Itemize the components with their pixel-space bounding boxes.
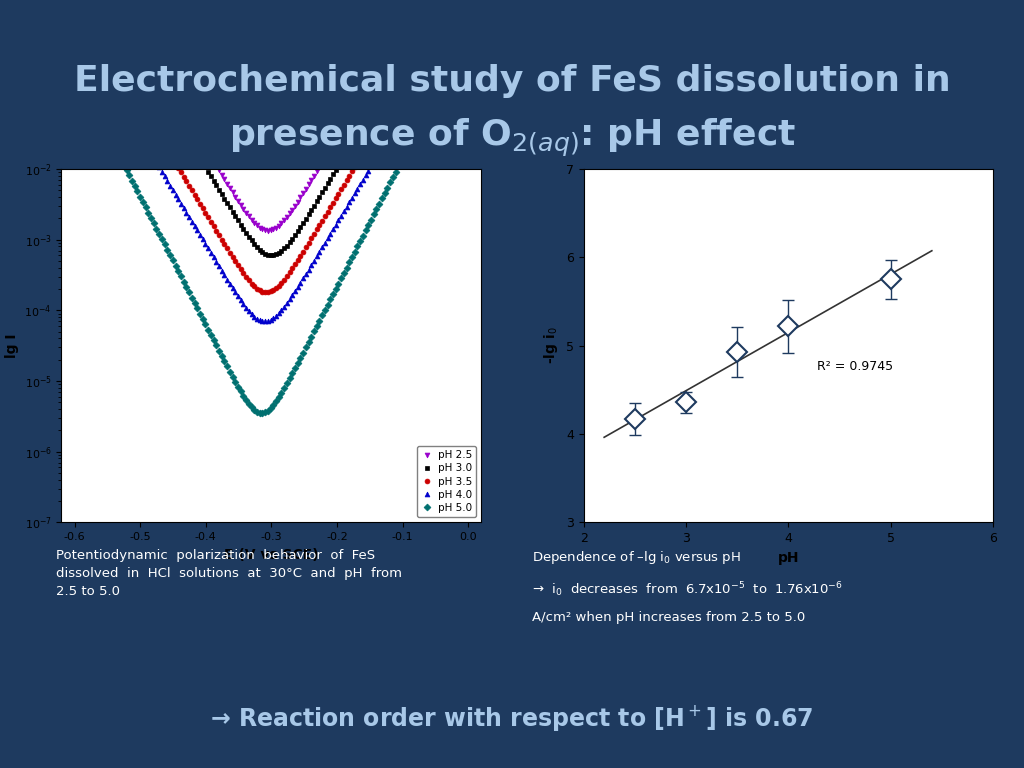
pH 2.5 xyxy=(183,117,196,126)
pH 3.5 xyxy=(343,171,355,180)
pH 4.0 xyxy=(197,235,209,244)
Line: pH 5.0: pH 5.0 xyxy=(99,120,422,415)
Line: pH 3.5: pH 3.5 xyxy=(148,119,384,295)
pH 5.0 xyxy=(161,245,173,254)
pH 3.5 xyxy=(151,127,163,137)
pH 3.0 xyxy=(197,158,209,167)
pH 5.0 xyxy=(343,257,355,266)
pH 3.5 xyxy=(145,118,158,127)
pH 2.5 xyxy=(267,225,280,234)
pH 2.5 xyxy=(300,184,312,194)
Line: pH 3.0: pH 3.0 xyxy=(176,118,368,258)
pH 3.0 xyxy=(333,161,345,170)
pH 3.5 xyxy=(256,287,268,296)
pH 5.0 xyxy=(348,247,360,257)
pH 4.0 xyxy=(392,117,404,126)
pH 5.0 xyxy=(205,330,217,339)
pH 3.0 xyxy=(278,244,290,253)
pH 5.0 xyxy=(131,187,143,196)
pH 3.5 xyxy=(376,117,388,126)
Line: pH 2.5: pH 2.5 xyxy=(186,118,349,233)
pH 4.0 xyxy=(262,316,274,326)
pH 3.5 xyxy=(169,159,181,168)
pH 3.0 xyxy=(359,116,372,125)
pH 2.5 xyxy=(340,118,352,127)
pH 4.0 xyxy=(270,311,283,320)
Y-axis label: lg I: lg I xyxy=(5,333,18,358)
pH 4.0 xyxy=(126,118,138,127)
Text: Electrochemical study of FeS dissolution in: Electrochemical study of FeS dissolution… xyxy=(74,64,950,98)
pH 3.0 xyxy=(172,118,184,127)
pH 2.5 xyxy=(188,125,201,134)
pH 3.0 xyxy=(229,211,242,220)
pH 3.0 xyxy=(335,156,347,165)
pH 3.0 xyxy=(264,250,276,260)
Line: pH 4.0: pH 4.0 xyxy=(130,119,400,323)
Text: A/cm² when pH increases from 2.5 to 5.0: A/cm² when pH increases from 2.5 to 5.0 xyxy=(532,611,806,624)
Text: Potentiodynamic  polarization  behavior  of  FeS
dissolved  in  HCl  solutions  : Potentiodynamic polarization behavior of… xyxy=(56,549,402,598)
pH 5.0 xyxy=(318,306,331,315)
pH 5.0 xyxy=(96,118,109,127)
pH 3.0 xyxy=(215,190,227,199)
Text: Dependence of –lg i$_0$ versus pH: Dependence of –lg i$_0$ versus pH xyxy=(532,549,741,566)
pH 2.5 xyxy=(200,144,212,153)
Y-axis label: -lg i$_0$: -lg i$_0$ xyxy=(543,326,560,365)
pH 4.0 xyxy=(188,221,201,230)
pH 4.0 xyxy=(338,207,350,216)
pH 4.0 xyxy=(259,316,271,326)
pH 4.0 xyxy=(208,253,220,262)
pH 3.5 xyxy=(156,136,168,145)
Text: presence of O$_{2(aq)}$: pH effect: presence of O$_{2(aq)}$: pH effect xyxy=(228,118,796,159)
pH 3.5 xyxy=(259,287,271,296)
pH 5.0 xyxy=(414,119,426,128)
pH 2.5 xyxy=(223,184,236,193)
pH 5.0 xyxy=(256,409,268,418)
X-axis label: E (V vs SCE): E (V vs SCE) xyxy=(224,548,318,561)
Legend: pH 2.5, pH 3.0, pH 3.5, pH 4.0, pH 5.0: pH 2.5, pH 3.0, pH 3.5, pH 4.0, pH 5.0 xyxy=(417,446,476,517)
pH 3.5 xyxy=(325,203,337,212)
Text: R² = 0.9745: R² = 0.9745 xyxy=(817,360,893,373)
X-axis label: pH: pH xyxy=(778,551,799,564)
pH 2.5 xyxy=(262,226,274,235)
Text: →  i$_0$  decreases  from  6.7x10$^{-5}$  to  1.76x10$^{-6}$: → i$_0$ decreases from 6.7x10$^{-5}$ to … xyxy=(532,580,844,598)
pH 2.5 xyxy=(208,157,220,166)
Text: → Reaction order with respect to [H$^+$] is 0.67: → Reaction order with respect to [H$^+$]… xyxy=(210,703,814,733)
